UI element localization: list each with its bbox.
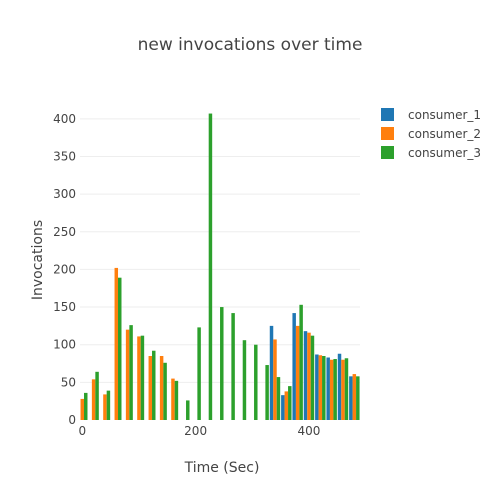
bar-consumer_3[interactable] [186, 400, 190, 420]
bar-consumer_3[interactable] [84, 392, 88, 420]
bar-consumer_2[interactable] [329, 359, 334, 420]
x-axis-ticks: 0 200 400 [78, 424, 320, 438]
bar-consumer_3[interactable] [95, 371, 99, 420]
bar-consumer_2[interactable] [125, 329, 130, 420]
bar-consumer_2[interactable] [159, 356, 164, 420]
y-tick-label: 150 [53, 300, 76, 314]
y-tick-label: 300 [53, 187, 76, 201]
bar-consumer_3[interactable] [344, 358, 349, 420]
bar-consumer_1[interactable] [292, 313, 296, 420]
bar-consumer_3[interactable] [242, 340, 247, 420]
bar-consumer_2[interactable] [91, 379, 96, 420]
bar-consumer_3[interactable] [356, 376, 360, 420]
bar-consumer_1[interactable] [349, 376, 353, 420]
bar-consumer_2[interactable] [114, 267, 119, 420]
bar-consumer_1[interactable] [269, 325, 274, 420]
y-tick-label: 100 [53, 338, 76, 352]
legend-swatch-consumer_3[interactable] [381, 146, 394, 159]
x-axis-title: Time (Sec) [184, 460, 260, 476]
bar-consumer_2[interactable] [295, 325, 300, 420]
bar-consumer_2[interactable] [137, 336, 141, 420]
bar-consumer_1[interactable] [326, 357, 330, 420]
gridlines [80, 118, 360, 383]
legend-label-consumer_1[interactable]: consumer_1 [408, 108, 481, 122]
bar-consumer_2[interactable] [352, 374, 357, 420]
bar-consumer_3[interactable] [174, 380, 179, 420]
y-axis-ticks: 0 50 100 150 200 250 300 350 400 [53, 112, 76, 427]
bar-consumer_1[interactable] [337, 353, 342, 420]
bar-consumer_2[interactable] [103, 394, 107, 420]
bar-consumer_3[interactable] [299, 304, 303, 420]
bar-consumer_1[interactable] [315, 354, 319, 420]
bar-consumer_3[interactable] [163, 362, 167, 420]
bar-consumer_2[interactable] [284, 391, 289, 420]
y-axis-title: Invocations [30, 220, 46, 300]
legend[interactable]: consumer_1 consumer_2 consumer_3 [381, 108, 481, 160]
y-tick-label: 400 [53, 112, 76, 126]
bar-consumer_3[interactable] [276, 377, 281, 420]
bar-consumer_3[interactable] [310, 335, 315, 420]
bar-consumer_2[interactable] [318, 355, 323, 420]
bar-consumer_3[interactable] [254, 344, 258, 420]
y-tick-label: 0 [68, 413, 76, 427]
x-tick-label: 0 [78, 424, 86, 438]
bar-consumer_3[interactable] [140, 335, 145, 420]
bar-consumer_3[interactable] [129, 325, 133, 420]
x-tick-label: 200 [184, 424, 207, 438]
bar-consumer_3[interactable] [208, 113, 213, 421]
bar-consumer_2[interactable] [307, 332, 311, 420]
bar-consumer_2[interactable] [148, 356, 153, 420]
bar-consumer_3[interactable] [288, 386, 292, 420]
bars [80, 113, 360, 421]
bar-consumer_3[interactable] [322, 356, 326, 420]
bar-consumer_2[interactable] [171, 378, 175, 420]
bar-consumer_3[interactable] [197, 327, 201, 420]
bar-consumer_3[interactable] [152, 350, 156, 420]
legend-label-consumer_2[interactable]: consumer_2 [408, 127, 481, 141]
y-tick-label: 50 [61, 375, 76, 389]
legend-label-consumer_3[interactable]: consumer_3 [408, 146, 481, 160]
legend-swatch-consumer_1[interactable] [381, 108, 394, 121]
bar-consumer_3[interactable] [118, 277, 122, 420]
bar-consumer_3[interactable] [231, 313, 235, 420]
bar-consumer_2[interactable] [273, 339, 277, 420]
bar-consumer_3[interactable] [220, 307, 224, 420]
bar-consumer_1[interactable] [303, 331, 308, 420]
bar-consumer_3[interactable] [265, 365, 269, 420]
bar-consumer_2[interactable] [80, 398, 85, 420]
y-tick-label: 200 [53, 262, 76, 276]
chart-title: new invocations over time [138, 35, 363, 55]
bar-consumer_3[interactable] [106, 390, 111, 420]
x-tick-label: 400 [298, 424, 321, 438]
y-tick-label: 350 [53, 149, 76, 163]
bar-consumer_2[interactable] [341, 359, 345, 420]
y-tick-label: 250 [53, 225, 76, 239]
legend-swatch-consumer_2[interactable] [381, 127, 394, 140]
bar-consumer_1[interactable] [281, 395, 285, 420]
bar-consumer_3[interactable] [333, 359, 337, 420]
